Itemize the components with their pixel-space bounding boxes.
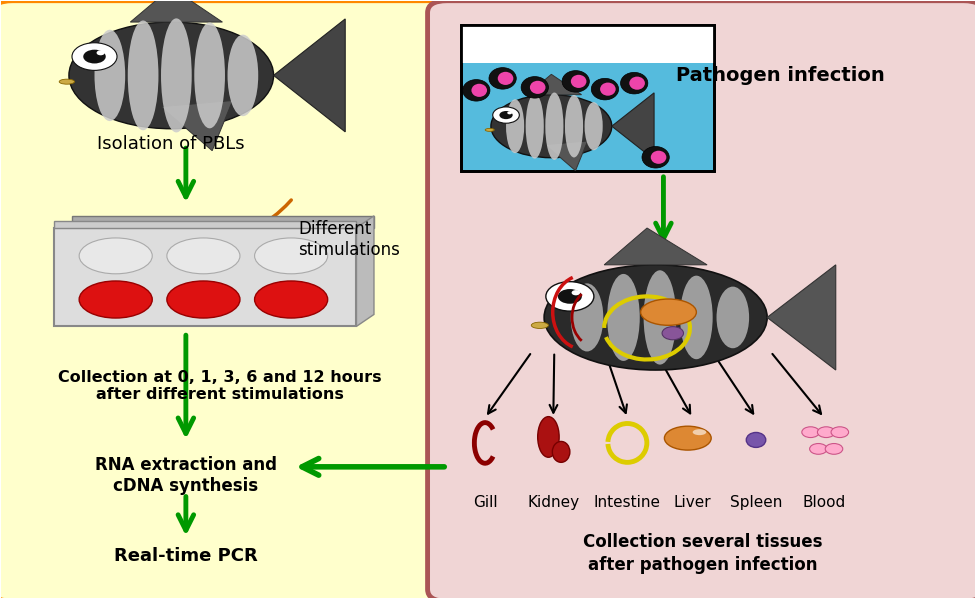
Ellipse shape bbox=[621, 72, 648, 94]
Circle shape bbox=[546, 282, 593, 311]
Ellipse shape bbox=[546, 92, 563, 160]
FancyBboxPatch shape bbox=[427, 1, 976, 599]
Polygon shape bbox=[612, 93, 654, 159]
Ellipse shape bbox=[643, 270, 676, 365]
Ellipse shape bbox=[485, 128, 494, 131]
Ellipse shape bbox=[227, 35, 259, 116]
Ellipse shape bbox=[747, 432, 766, 447]
Circle shape bbox=[826, 443, 842, 454]
Ellipse shape bbox=[591, 78, 619, 100]
Text: Pathogen infection: Pathogen infection bbox=[676, 66, 885, 85]
Ellipse shape bbox=[161, 19, 191, 132]
Polygon shape bbox=[546, 141, 588, 171]
Ellipse shape bbox=[489, 68, 516, 89]
Ellipse shape bbox=[680, 276, 712, 359]
Ellipse shape bbox=[471, 84, 487, 97]
Ellipse shape bbox=[607, 274, 639, 361]
Ellipse shape bbox=[716, 286, 750, 348]
Ellipse shape bbox=[565, 95, 583, 158]
Ellipse shape bbox=[552, 441, 570, 462]
Text: Spleen: Spleen bbox=[730, 495, 782, 510]
Ellipse shape bbox=[600, 83, 616, 96]
Ellipse shape bbox=[194, 22, 225, 128]
Ellipse shape bbox=[571, 283, 603, 352]
Ellipse shape bbox=[693, 429, 707, 435]
Ellipse shape bbox=[79, 238, 152, 274]
Ellipse shape bbox=[545, 265, 767, 370]
Ellipse shape bbox=[463, 80, 490, 101]
Ellipse shape bbox=[526, 94, 544, 159]
Ellipse shape bbox=[665, 426, 712, 450]
Circle shape bbox=[831, 427, 848, 437]
Circle shape bbox=[493, 107, 519, 123]
FancyBboxPatch shape bbox=[55, 220, 356, 228]
Polygon shape bbox=[767, 265, 835, 370]
Text: RNA extraction and
cDNA synthesis: RNA extraction and cDNA synthesis bbox=[95, 456, 277, 495]
Polygon shape bbox=[527, 74, 582, 95]
FancyBboxPatch shape bbox=[0, 1, 456, 599]
Text: Collection at 0, 1, 3, 6 and 12 hours
after different stimulations: Collection at 0, 1, 3, 6 and 12 hours af… bbox=[59, 370, 382, 403]
Circle shape bbox=[810, 443, 828, 454]
Ellipse shape bbox=[506, 99, 524, 153]
Text: Gill: Gill bbox=[472, 495, 498, 510]
Ellipse shape bbox=[531, 322, 549, 328]
Ellipse shape bbox=[498, 72, 513, 85]
Ellipse shape bbox=[538, 417, 559, 457]
Circle shape bbox=[572, 290, 580, 295]
Ellipse shape bbox=[642, 147, 670, 168]
Ellipse shape bbox=[662, 326, 683, 340]
Ellipse shape bbox=[530, 81, 546, 94]
Circle shape bbox=[802, 427, 820, 437]
Circle shape bbox=[83, 50, 105, 63]
Text: Kidney: Kidney bbox=[527, 495, 580, 510]
Ellipse shape bbox=[640, 299, 696, 325]
Polygon shape bbox=[131, 0, 223, 22]
Ellipse shape bbox=[562, 71, 590, 92]
Ellipse shape bbox=[255, 238, 328, 274]
Ellipse shape bbox=[630, 77, 645, 90]
Ellipse shape bbox=[571, 75, 587, 88]
Polygon shape bbox=[161, 101, 232, 151]
Circle shape bbox=[818, 427, 834, 437]
Polygon shape bbox=[273, 19, 346, 132]
Ellipse shape bbox=[491, 95, 612, 158]
Polygon shape bbox=[604, 228, 707, 265]
Text: Collection several tissues: Collection several tissues bbox=[583, 533, 822, 550]
Text: Blood: Blood bbox=[802, 495, 846, 510]
Ellipse shape bbox=[521, 77, 549, 98]
Ellipse shape bbox=[585, 102, 603, 150]
Ellipse shape bbox=[95, 30, 125, 121]
Polygon shape bbox=[356, 216, 374, 326]
Circle shape bbox=[97, 50, 104, 55]
FancyBboxPatch shape bbox=[72, 216, 374, 228]
Ellipse shape bbox=[69, 22, 273, 129]
Circle shape bbox=[508, 111, 512, 114]
Text: after pathogen infection: after pathogen infection bbox=[588, 556, 817, 574]
Ellipse shape bbox=[167, 281, 240, 318]
Text: Intestine: Intestine bbox=[593, 495, 661, 510]
FancyBboxPatch shape bbox=[461, 25, 714, 171]
Ellipse shape bbox=[255, 281, 328, 318]
Ellipse shape bbox=[79, 281, 152, 318]
Ellipse shape bbox=[167, 238, 240, 274]
Ellipse shape bbox=[60, 79, 74, 84]
Text: Liver: Liver bbox=[673, 495, 712, 510]
Circle shape bbox=[500, 111, 512, 119]
Circle shape bbox=[72, 43, 117, 70]
Ellipse shape bbox=[651, 151, 667, 164]
FancyBboxPatch shape bbox=[55, 228, 356, 326]
Text: Different
stimulations: Different stimulations bbox=[298, 220, 400, 259]
Text: Isolation of PBLs: Isolation of PBLs bbox=[98, 135, 245, 153]
FancyBboxPatch shape bbox=[461, 25, 714, 63]
Ellipse shape bbox=[128, 20, 158, 131]
Text: Real-time PCR: Real-time PCR bbox=[114, 547, 258, 565]
Circle shape bbox=[558, 289, 582, 304]
